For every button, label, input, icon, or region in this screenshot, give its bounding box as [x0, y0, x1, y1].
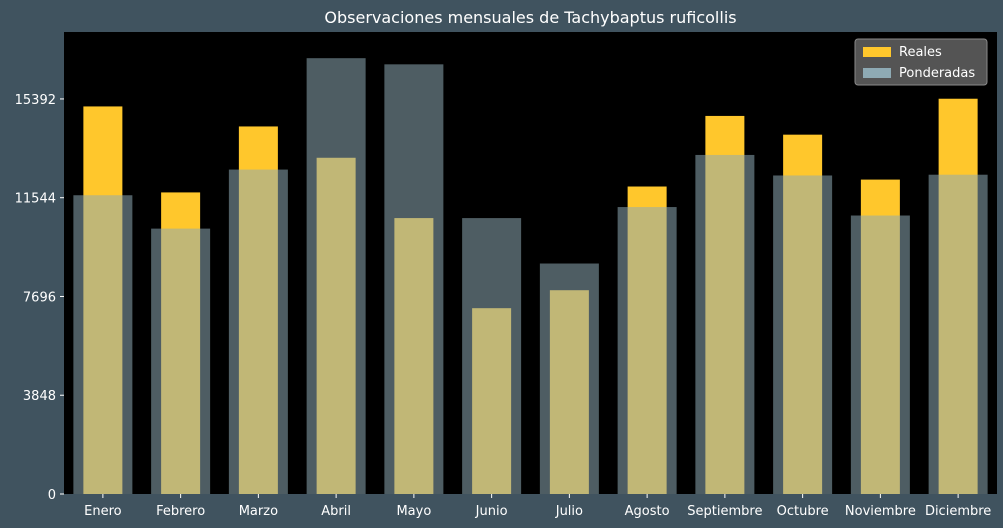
bar-ponderadas-10 [850, 215, 910, 494]
ponderadas-bars [73, 58, 988, 495]
bar-ponderadas-7 [617, 207, 677, 494]
y-tick-label-0: 0 [48, 488, 56, 503]
x-tick-label-4: Mayo [396, 504, 431, 519]
y-axis: 0 3848 7696 11544 15392 [15, 93, 64, 503]
legend-label-ponderadas: Ponderadas [899, 66, 975, 81]
y-tick-label-1: 3848 [23, 389, 56, 404]
bar-ponderadas-5 [462, 218, 522, 495]
legend: Reales Ponderadas [854, 38, 988, 86]
x-tick-label-10: Noviembre [845, 504, 916, 519]
x-tick-label-5: Junio [475, 504, 508, 519]
legend-swatch-ponderadas [863, 68, 891, 78]
x-tick-label-11: Diciembre [925, 504, 991, 519]
y-tick-label-3: 11544 [15, 192, 56, 207]
y-tick-label-4: 15392 [15, 93, 56, 108]
bar-ponderadas-9 [773, 175, 833, 494]
x-tick-label-7: Agosto [625, 504, 670, 519]
x-tick-label-3: Abril [321, 504, 351, 519]
plot-area [64, 32, 997, 494]
x-tick-label-0: Enero [84, 504, 122, 519]
x-tick-label-1: Febrero [156, 504, 205, 519]
bar-ponderadas-11 [928, 174, 988, 494]
bar-ponderadas-1 [151, 228, 211, 494]
x-tick-label-8: Septiembre [687, 504, 762, 519]
bar-ponderadas-6 [539, 263, 599, 494]
bar-ponderadas-8 [695, 154, 755, 494]
bar-ponderadas-3 [306, 58, 366, 495]
bar-ponderadas-0 [73, 195, 133, 495]
legend-swatch-reales [863, 47, 891, 57]
y-tick-label-2: 7696 [23, 290, 56, 305]
legend-label-reales: Reales [899, 45, 942, 60]
x-tick-label-2: Marzo [239, 504, 278, 519]
chart-title: Observaciones mensuales de Tachybaptus r… [324, 8, 736, 27]
x-tick-label-6: Julio [555, 504, 583, 519]
bar-ponderadas-2 [228, 169, 288, 494]
x-axis: Enero Febrero Marzo Abril Mayo Junio Julio Agos… [84, 494, 991, 519]
bar-ponderadas-4 [384, 64, 444, 494]
x-tick-label-9: Octubre [777, 504, 829, 519]
